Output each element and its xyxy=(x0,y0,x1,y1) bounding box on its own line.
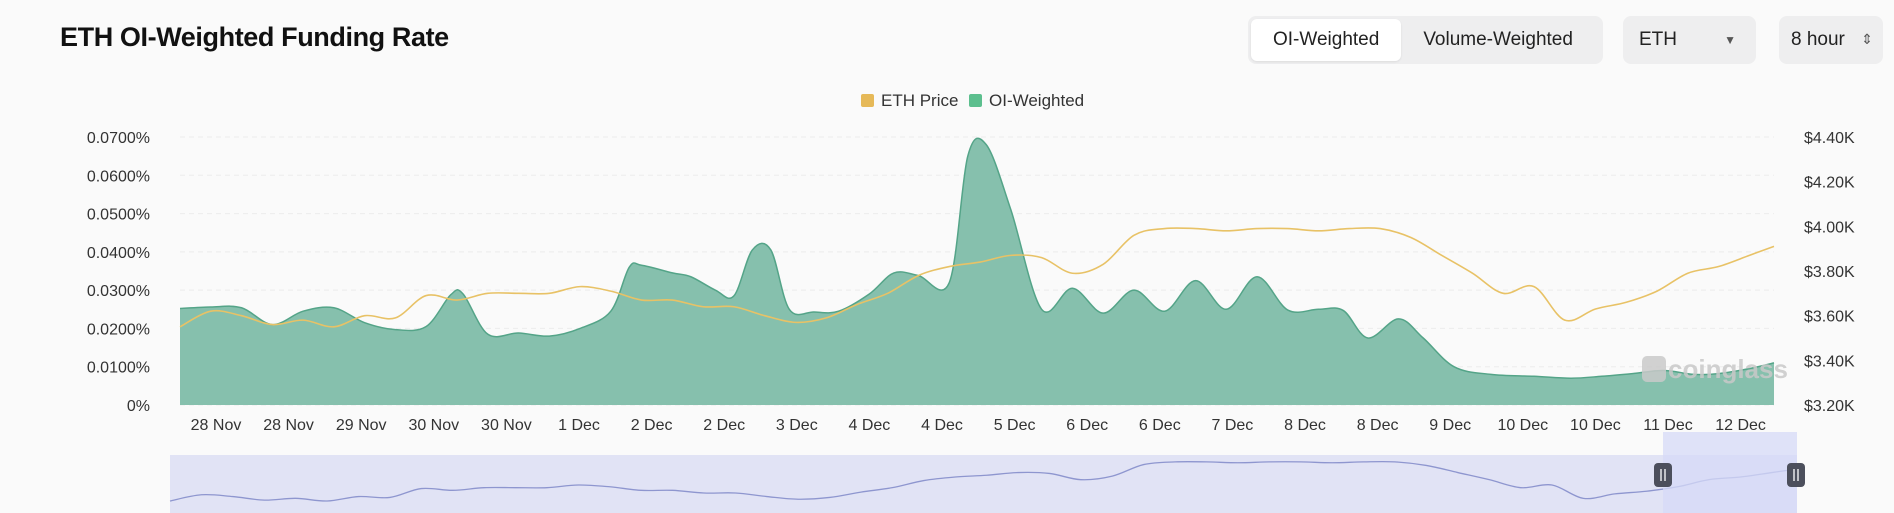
x-tick-label: 8 Dec xyxy=(1284,417,1326,434)
x-tick-label: 4 Dec xyxy=(849,417,891,434)
x-tick-label: 28 Nov xyxy=(263,417,314,434)
x-tick-label: 2 Dec xyxy=(631,417,673,434)
legend: ETH Price OI-Weighted xyxy=(861,91,1084,110)
y-left-tick-label: 0.0400% xyxy=(87,245,150,262)
x-tick-label: 1 Dec xyxy=(558,417,600,434)
x-tick-label: 8 Dec xyxy=(1357,417,1399,434)
y-left-tick-label: 0.0200% xyxy=(87,321,150,338)
x-axis: 28 Nov 28 Nov 29 Nov 30 Nov 30 Nov 1 Dec 2 Dec… xyxy=(191,417,1766,434)
coinglass-logo-icon xyxy=(1642,356,1666,382)
interval-select[interactable]: 8 hour ⇕ xyxy=(1779,16,1883,64)
legend-label-oi-weighted[interactable]: OI-Weighted xyxy=(989,91,1084,110)
y-axis-right: $3.20K $3.40K $3.60K $3.80K $4.00K $4.20K $4.4… xyxy=(1804,130,1855,415)
grid-lines xyxy=(180,136,1774,406)
x-tick-label: 9 Dec xyxy=(1429,417,1471,434)
x-tick-label: 2 Dec xyxy=(703,417,745,434)
weighting-toggle: OI-Weighted Volume-Weighted xyxy=(1248,16,1603,64)
y-right-tick-label: $3.40K xyxy=(1804,353,1855,370)
x-tick-label: 6 Dec xyxy=(1139,417,1181,434)
y-left-tick-label: 0.0300% xyxy=(87,283,150,300)
x-tick-label: 29 Nov xyxy=(336,417,387,434)
coin-select[interactable]: ETH ▼ xyxy=(1623,16,1756,64)
y-left-tick-label: 0.0700% xyxy=(87,130,150,147)
y-right-tick-label: $3.80K xyxy=(1804,264,1855,281)
x-tick-label: 10 Dec xyxy=(1497,417,1548,434)
x-tick-label: 12 Dec xyxy=(1715,417,1766,434)
y-right-tick-label: $3.60K xyxy=(1804,309,1855,326)
legend-swatch-eth-price xyxy=(861,94,874,107)
tab-oi-weighted[interactable]: OI-Weighted xyxy=(1251,19,1402,61)
x-tick-label: 7 Dec xyxy=(1212,417,1254,434)
x-tick-label: 28 Nov xyxy=(191,417,242,434)
y-right-tick-label: $4.20K xyxy=(1804,175,1855,192)
legend-swatch-oi-weighted xyxy=(969,94,982,107)
legend-label-eth-price[interactable]: ETH Price xyxy=(881,91,958,110)
x-tick-label: 30 Nov xyxy=(408,417,459,434)
x-tick-label: 30 Nov xyxy=(481,417,532,434)
x-tick-label: 5 Dec xyxy=(994,417,1036,434)
x-tick-label: 4 Dec xyxy=(921,417,963,434)
page-title: ETH OI-Weighted Funding Rate xyxy=(60,22,449,52)
y-left-tick-label: 0.0600% xyxy=(87,168,150,185)
range-navigator xyxy=(169,432,1805,513)
updown-icon: ⇕ xyxy=(1861,31,1873,47)
y-axis-left: 0% 0.0100% 0.0200% 0.0300% 0.0400% 0.0500% 0.0… xyxy=(87,130,150,415)
y-right-tick-label: $4.00K xyxy=(1804,219,1855,236)
y-left-tick-label: 0% xyxy=(127,398,150,415)
y-left-tick-label: 0.0500% xyxy=(87,207,150,224)
x-tick-label: 3 Dec xyxy=(776,417,818,434)
y-right-tick-label: $3.20K xyxy=(1804,398,1855,415)
tab-volume-weighted[interactable]: Volume-Weighted xyxy=(1423,29,1573,50)
coin-select-value: ETH xyxy=(1639,29,1677,50)
navigator-line xyxy=(169,460,1798,502)
oi-weighted-line xyxy=(179,137,1775,379)
eth-price-line xyxy=(179,227,1775,328)
x-tick-label: 10 Dec xyxy=(1570,417,1621,434)
oi-weighted-area xyxy=(180,138,1774,405)
navigator-handle-right[interactable] xyxy=(1787,463,1805,487)
x-tick-label: 11 Dec xyxy=(1643,417,1693,434)
watermark: coinglass xyxy=(1668,354,1788,384)
interval-select-value: 8 hour xyxy=(1791,29,1845,50)
navigator-background xyxy=(170,455,1797,513)
navigator-selection[interactable] xyxy=(1663,432,1797,513)
caret-down-icon: ▼ xyxy=(1724,33,1736,47)
navigator-handle-left[interactable] xyxy=(1654,463,1672,487)
y-right-tick-label: $4.40K xyxy=(1804,130,1855,147)
x-tick-label: 6 Dec xyxy=(1066,417,1108,434)
series-layer xyxy=(179,137,1775,405)
y-left-tick-label: 0.0100% xyxy=(87,360,150,377)
